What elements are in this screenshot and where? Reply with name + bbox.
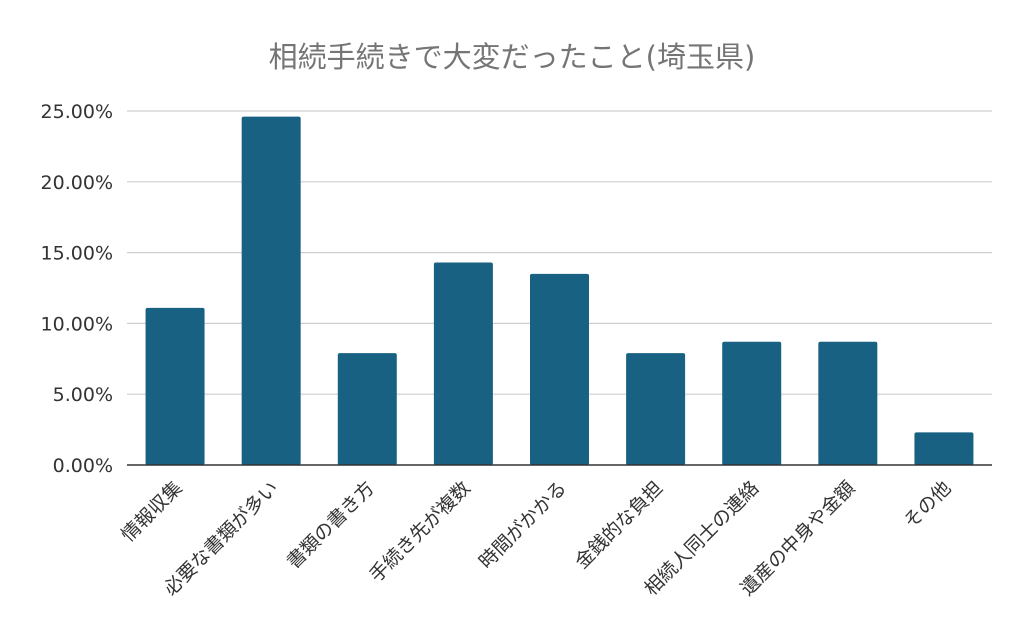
x-tick-label: 金銭的な負担	[571, 477, 667, 573]
bar	[530, 273, 589, 465]
bars	[145, 116, 974, 465]
bar	[145, 307, 205, 465]
x-tick-label: 情報収集	[117, 477, 186, 546]
bar	[818, 341, 878, 465]
bar	[337, 353, 397, 465]
bar	[433, 262, 493, 465]
bar	[626, 353, 686, 465]
bar	[722, 341, 782, 465]
y-tick-label: 5.00%	[53, 384, 113, 406]
x-tick-label: 時間がかかる	[475, 477, 571, 573]
y-tick-label: 10.00%	[41, 313, 113, 335]
y-tick-labels: 0.00% 5.00% 10.00% 15.00% 20.00% 25.00%	[41, 101, 113, 477]
x-tick-label: 手続き先が複数	[365, 477, 475, 587]
y-tick-label: 15.00%	[41, 243, 113, 265]
y-tick-label: 25.00%	[41, 101, 113, 123]
x-tick-label: その他	[900, 477, 956, 533]
y-tick-label: 20.00%	[41, 172, 113, 194]
y-tick-label: 0.00%	[53, 455, 113, 477]
chart-title: 相続手続きで大変だったこと(埼玉県)	[268, 40, 756, 74]
x-tick-label: 書類の書き方	[283, 477, 379, 573]
bar	[914, 432, 974, 465]
bar	[241, 116, 301, 465]
